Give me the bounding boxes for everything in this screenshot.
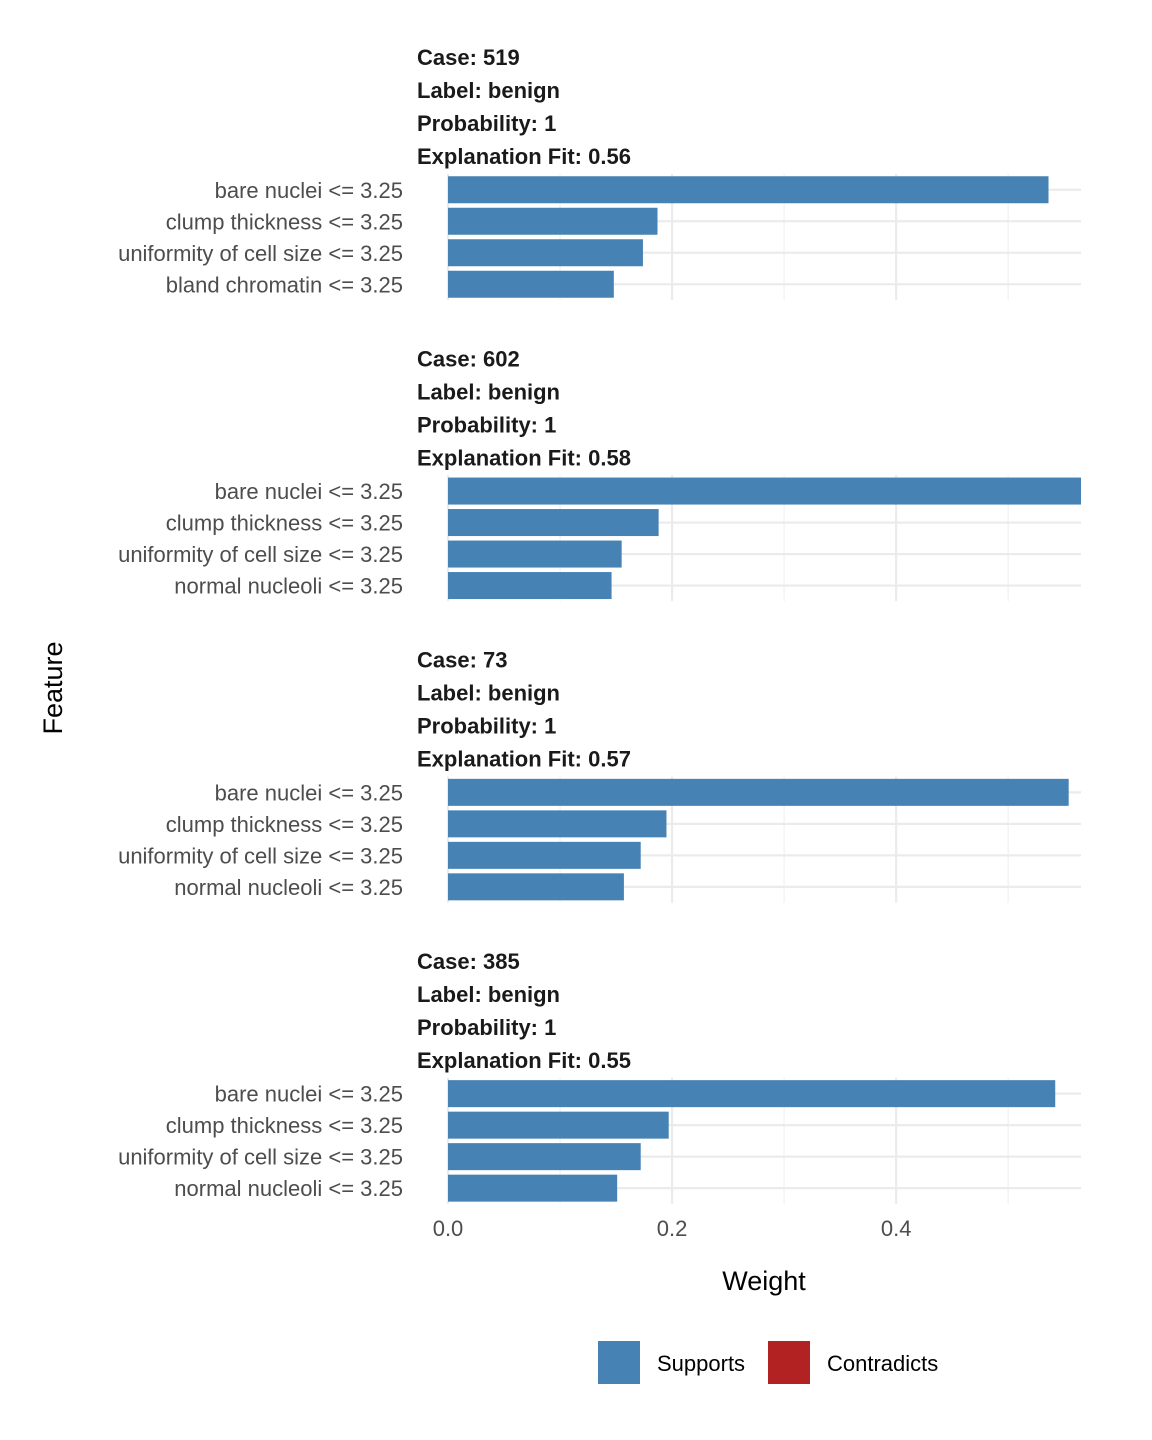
feature-label: normal nucleoli <= 3.25 [174,574,403,599]
facet-case-1: Case: 602 Label: benign Probability: 1 Expl… [118,346,1081,602]
feature-label: normal nucleoli <= 3.25 [174,875,403,900]
facet-title-line: Case: 602 [417,346,520,371]
facet-case-0: Case: 519 Label: benign Probability: 1 Expl… [118,45,1081,300]
x-axis: 0.0 0.2 0.4 [433,1216,912,1241]
facet-title-line: Explanation Fit: 0.56 [417,144,631,169]
facet-title-line: Explanation Fit: 0.57 [417,747,631,772]
feature-label: bare nuclei <= 3.25 [215,178,403,203]
facet-title-line: Label: benign [417,982,560,1007]
facet-title-line: Label: benign [417,681,560,706]
facet-case-3: Case: 385 Label: benign Probability: 1 Expl… [118,949,1081,1204]
weight-bar [448,572,612,600]
facet-title-line: Probability: 1 [417,1015,556,1040]
legend-label-contradicts: Contradicts [827,1351,938,1376]
weight-bar [448,239,643,267]
facet-title-line: Explanation Fit: 0.58 [417,445,631,470]
x-tick-label: 0.0 [433,1216,464,1241]
feature-label: uniformity of cell size <= 3.25 [118,241,403,266]
y-axis-title: Feature [38,641,68,734]
weight-bar [448,1111,669,1139]
weight-bar [448,270,614,298]
weight-bar [448,207,658,235]
weight-bar [448,509,659,537]
weight-bar [448,873,624,901]
feature-label: bland chromatin <= 3.25 [166,272,403,297]
feature-label: uniformity of cell size <= 3.25 [118,1145,403,1170]
facet-title-line: Case: 73 [417,648,508,673]
facet-title-line: Probability: 1 [417,111,556,136]
facet-title-line: Case: 385 [417,949,520,974]
weight-bar [448,540,622,568]
feature-label: uniformity of cell size <= 3.25 [118,542,403,567]
weight-bar [448,778,1069,806]
weight-bar [448,176,1049,204]
facet-title-line: Probability: 1 [417,714,556,739]
x-axis-title: Weight [722,1266,806,1296]
x-tick-label: 0.4 [881,1216,912,1241]
facet-title-line: Label: benign [417,379,560,404]
weight-bar [448,1080,1056,1108]
feature-label: uniformity of cell size <= 3.25 [118,843,403,868]
feature-label: clump thickness <= 3.25 [166,1113,403,1138]
facet-title-line: Label: benign [417,78,560,103]
feature-label: normal nucleoli <= 3.25 [174,1176,403,1201]
weight-bar [448,1174,618,1202]
feature-label: clump thickness <= 3.25 [166,511,403,536]
x-tick-label: 0.2 [657,1216,688,1241]
feature-label: bare nuclei <= 3.25 [215,479,403,504]
weight-bar [448,810,667,838]
feature-label: bare nuclei <= 3.25 [215,780,403,805]
feature-label: bare nuclei <= 3.25 [215,1082,403,1107]
legend-key-contradicts [768,1341,810,1384]
facet-title-line: Probability: 1 [417,412,556,437]
weight-bar [448,1143,641,1171]
legend: Supports Contradicts [598,1341,938,1384]
feature-label: clump thickness <= 3.25 [166,812,403,837]
facet-case-2: Case: 73 Label: benign Probability: 1 Expla… [118,648,1081,903]
legend-key-supports [598,1341,640,1384]
legend-label-supports: Supports [657,1351,745,1376]
feature-label: clump thickness <= 3.25 [166,209,403,234]
weight-bar [448,477,1081,505]
facet-title-line: Explanation Fit: 0.55 [417,1048,631,1073]
facet-title-line: Case: 519 [417,45,520,70]
weight-bar [448,841,641,869]
facets-layer: Case: 519 Label: benign Probability: 1 Expl… [118,45,1081,1204]
